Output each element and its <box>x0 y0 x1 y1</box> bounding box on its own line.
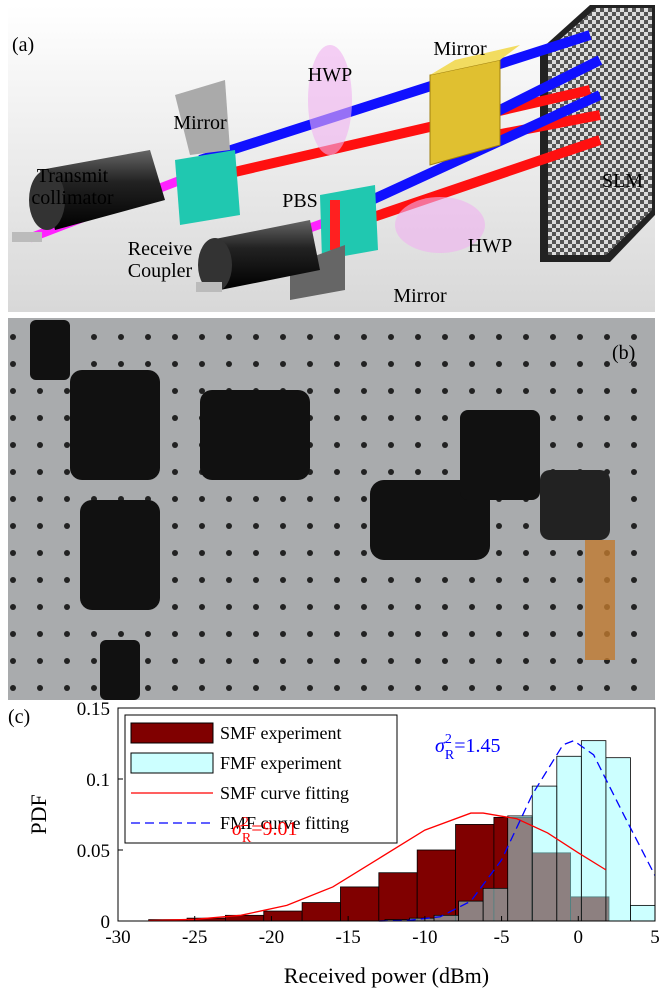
legend-swatch <box>131 753 213 773</box>
histogram-bar <box>434 915 459 921</box>
histogram-bar <box>581 741 606 921</box>
x-tick-label: -25 <box>182 927 207 948</box>
x-tick-label: -15 <box>335 927 360 948</box>
value-text: =1.45 <box>454 735 500 757</box>
x-tick-label: -20 <box>259 927 284 948</box>
x-tick-label: -10 <box>412 927 437 948</box>
histogram-bar <box>630 905 655 921</box>
y-tick-label: 0.1 <box>86 770 110 791</box>
setup-render <box>8 5 655 312</box>
component-label: Mirror <box>385 285 455 307</box>
y-axis-label: PDF <box>26 794 51 834</box>
component-label: PBS <box>270 190 330 212</box>
histogram-bar <box>483 888 508 921</box>
component-label: HWP <box>300 64 360 86</box>
x-axis-label: Received power (dBm) <box>284 963 489 988</box>
histogram-bar <box>264 911 302 921</box>
setup-photo <box>8 318 655 700</box>
component-label: HWP <box>460 235 520 257</box>
legend-label: FMF experiment <box>220 753 342 773</box>
histogram-bar <box>508 816 533 921</box>
y-tick-label: 0.05 <box>77 841 110 862</box>
panel-label: (b) <box>612 342 635 364</box>
component-label: Mirror <box>165 112 235 134</box>
y-tick-label: 0 <box>101 912 111 933</box>
panel-label: (a) <box>12 34 34 56</box>
histogram-bar <box>532 786 557 921</box>
histogram-bar <box>340 887 378 921</box>
histogram-bar <box>302 903 340 921</box>
figure-graphics: -30-25-20-15-10-50500.050.10.15Received … <box>0 0 659 992</box>
legend-label: SMF experiment <box>220 723 342 743</box>
panel-label: (c) <box>8 706 30 728</box>
superscript: 2 <box>445 732 452 747</box>
histogram-bar <box>606 758 631 921</box>
figure: -30-25-20-15-10-50500.050.10.15Received … <box>0 0 659 992</box>
histogram-bar <box>379 873 417 921</box>
histogram-bar <box>459 901 484 921</box>
value-text: =9.01 <box>251 818 297 840</box>
histogram-bar <box>557 756 582 921</box>
component-label: Mirror <box>425 38 495 60</box>
x-tick-label: -5 <box>494 927 510 948</box>
y-tick-label: 0.15 <box>77 699 110 720</box>
histogram-bar <box>417 850 455 921</box>
component-label: Receive Coupler <box>115 238 205 282</box>
x-tick-label: 0 <box>574 927 584 948</box>
component-label: Transmit collimator <box>15 165 130 209</box>
legend-label: SMF curve fitting <box>220 783 349 803</box>
legend-swatch <box>131 723 213 743</box>
component-label: SLM <box>595 170 650 192</box>
superscript: 2 <box>242 815 249 830</box>
x-tick-label: 5 <box>650 927 659 948</box>
